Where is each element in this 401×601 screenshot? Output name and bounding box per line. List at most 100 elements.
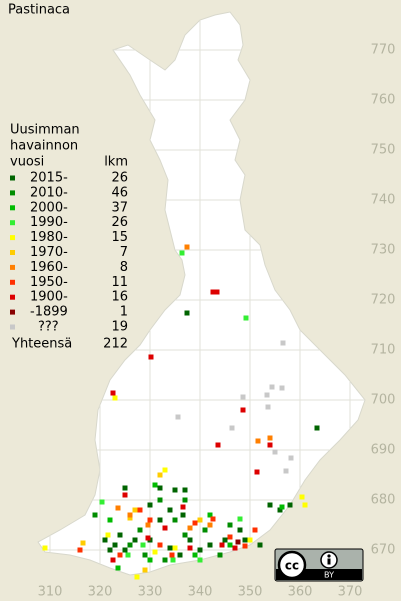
legend-count: 46: [111, 185, 128, 200]
x-tick-label: 320: [88, 585, 113, 600]
observation-square: [179, 250, 185, 256]
observation-square: [147, 502, 153, 508]
observation-square: [280, 340, 286, 346]
observation-square: [254, 469, 260, 475]
legend-label: ???: [38, 320, 59, 335]
x-tick-label: 310: [38, 585, 63, 600]
observation-square: [247, 537, 253, 543]
observation-square: [112, 395, 118, 401]
observation-square: [255, 438, 261, 444]
legend-label: 1960-: [30, 260, 68, 275]
legend-swatch: [10, 235, 15, 241]
legend-count: 37: [111, 200, 128, 215]
title: Pastinaca: [8, 3, 70, 18]
legend-count: 26: [111, 215, 128, 230]
license-label: BY: [324, 571, 334, 580]
license-badge: cc BY: [274, 548, 364, 582]
legend-total-label: Yhteensä: [11, 337, 72, 352]
legend-header: Uusimman: [10, 123, 80, 138]
observation-square: [148, 354, 154, 360]
x-tick-label: 350: [238, 585, 263, 600]
observation-square: [283, 468, 289, 474]
observation-square: [110, 390, 116, 396]
observation-square: [132, 507, 138, 513]
observation-square: [172, 545, 178, 551]
observation-square: [243, 315, 249, 321]
observation-square: [147, 557, 153, 563]
observation-square: [227, 522, 233, 528]
legend-swatch: [10, 220, 15, 226]
observation-square: [217, 552, 223, 558]
observation-square: [257, 542, 263, 548]
legend-swatch: [10, 264, 15, 270]
observation-square: [182, 487, 188, 493]
x-tick-label: 340: [188, 585, 213, 600]
y-tick-label: 690: [371, 443, 396, 458]
observation-square: [172, 517, 178, 523]
observation-square: [110, 557, 116, 563]
observation-square: [162, 467, 168, 473]
observation-square: [127, 542, 133, 548]
legend-swatch: [10, 250, 15, 255]
observation-square: [122, 492, 128, 498]
observation-square: [182, 497, 188, 503]
observation-square: [192, 552, 198, 558]
observation-square: [162, 557, 168, 563]
observation-square: [202, 527, 208, 533]
observation-square: [180, 512, 186, 518]
observation-square: [187, 545, 193, 551]
observation-square: [235, 539, 241, 545]
observation-square: [264, 392, 270, 398]
observation-square: [180, 504, 186, 510]
legend-count: 16: [111, 290, 128, 305]
observation-square: [105, 532, 111, 538]
observation-square: [240, 394, 246, 400]
observation-square: [207, 512, 213, 518]
legend-label: 1970-: [30, 245, 68, 260]
observation-square: [167, 507, 173, 513]
land: [37, 11, 366, 576]
observation-square: [115, 505, 121, 511]
legend-label: 2000-: [30, 200, 68, 215]
x-tick-label: 370: [338, 585, 363, 600]
observation-square: [252, 527, 258, 533]
observation-square: [142, 567, 148, 573]
observation-square: [117, 532, 123, 538]
legend-label: 1950-: [30, 275, 68, 290]
legend-label: 2015-: [30, 171, 68, 186]
legend-swatch: [10, 175, 15, 181]
y-tick-label: 730: [371, 243, 396, 258]
observation-square: [197, 557, 203, 563]
observation-square: [42, 545, 48, 551]
y-tick-label: 770: [371, 43, 396, 58]
observation-square: [172, 487, 178, 493]
observation-square: [170, 557, 176, 563]
observation-square: [242, 537, 248, 543]
license-logo: cc: [285, 559, 299, 573]
observation-square: [227, 534, 233, 540]
y-tick-label: 710: [371, 343, 396, 358]
observation-square: [229, 425, 235, 431]
observation-square: [232, 545, 238, 551]
observation-square: [157, 542, 163, 548]
observation-square: [197, 547, 203, 553]
legend-label: 1990-: [30, 215, 68, 230]
legend-header: havainnon: [10, 139, 78, 154]
observation-square: [127, 515, 133, 521]
legend-count: 7: [120, 245, 128, 260]
observation-square: [169, 552, 175, 558]
observation-square: [117, 552, 123, 558]
observation-square: [272, 449, 278, 455]
legend-swatch: [10, 309, 15, 315]
observation-square: [187, 525, 193, 531]
legend-count-header: lkm: [104, 155, 128, 170]
observation-square: [267, 502, 273, 508]
observation-square: [267, 435, 273, 441]
legend-count: 8: [120, 260, 128, 275]
observation-square: [265, 404, 271, 410]
legend-swatch: [10, 294, 15, 300]
observation-square: [288, 455, 294, 461]
observation-square: [279, 504, 285, 510]
